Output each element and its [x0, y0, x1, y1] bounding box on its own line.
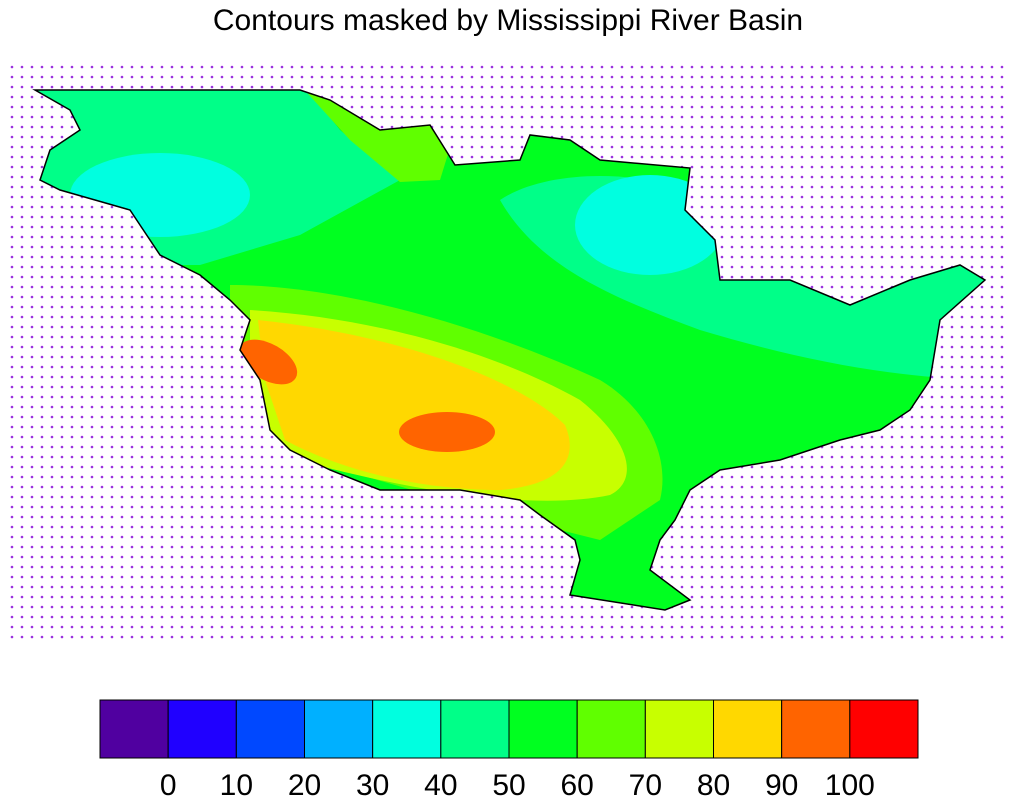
color-box	[713, 699, 783, 759]
colorbar-label: 60	[560, 769, 593, 802]
map	[8, 63, 1008, 643]
colorbar: 0 10 20 30 40 50 60 70 80 90 100	[99, 699, 919, 802]
color-box	[781, 699, 851, 759]
color-box	[644, 699, 714, 759]
colorbar-label: 20	[288, 769, 321, 802]
colorbar-label: 80	[697, 769, 730, 802]
colorbar-label: 0	[160, 769, 177, 802]
colorbar-label: 70	[629, 769, 662, 802]
colorbar-label: 50	[492, 769, 525, 802]
colorbar-label: 100	[825, 769, 875, 802]
title: Contours masked by Mississippi River Bas…	[213, 4, 803, 37]
color-box	[99, 699, 169, 759]
color-box	[304, 699, 374, 759]
color-box	[576, 699, 646, 759]
color-box	[372, 699, 442, 759]
color-box	[235, 699, 305, 759]
colorbar-label: 10	[220, 769, 253, 802]
color-box	[440, 699, 510, 759]
colorbar-label: 40	[424, 769, 457, 802]
color-box	[167, 699, 237, 759]
colorbar-label: 90	[765, 769, 798, 802]
colorbar-label: 30	[356, 769, 389, 802]
color-box	[849, 699, 919, 759]
color-box	[508, 699, 578, 759]
